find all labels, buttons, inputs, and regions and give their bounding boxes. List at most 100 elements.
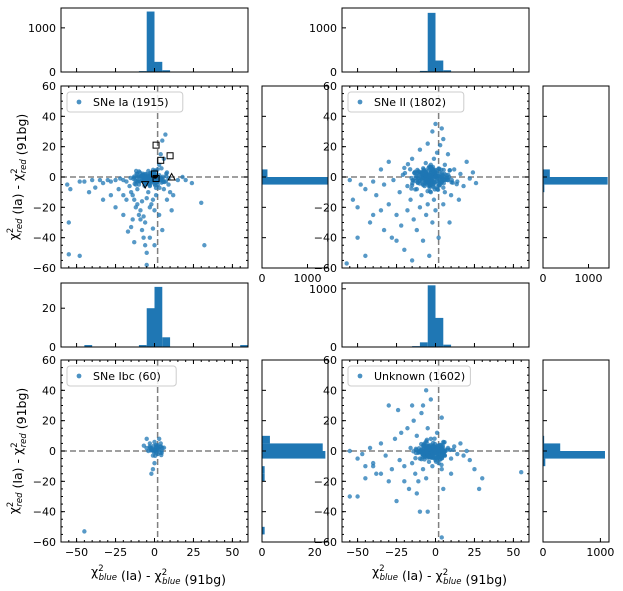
histogram-bar xyxy=(419,70,428,72)
histogram-bar xyxy=(262,443,323,451)
data-point xyxy=(127,183,132,189)
y-tick-label: −40 xyxy=(33,232,56,245)
data-point xyxy=(397,189,402,195)
data-point xyxy=(121,193,126,198)
data-point xyxy=(152,208,157,213)
data-point xyxy=(437,442,443,448)
data-point xyxy=(464,159,469,165)
data-point xyxy=(417,456,423,461)
data-point xyxy=(445,152,451,157)
data-point xyxy=(150,197,156,202)
panel-2: −60 −40 −20 0 20 40 60 SNe II (1802) 0 1000 0 1000 xyxy=(309,7,610,285)
data-point xyxy=(138,208,143,213)
x-tick-label: −25 xyxy=(104,546,127,559)
histogram-bar xyxy=(262,169,268,177)
data-point xyxy=(132,240,137,245)
data-point xyxy=(455,451,460,457)
histogram-bar xyxy=(262,451,326,459)
data-point xyxy=(121,212,126,218)
data-point xyxy=(347,494,352,499)
data-point xyxy=(458,441,463,446)
legend-marker xyxy=(357,99,363,105)
data-point xyxy=(399,430,404,435)
data-point xyxy=(425,426,430,431)
histogram-bar xyxy=(154,286,163,347)
data-point xyxy=(423,476,429,481)
data-point xyxy=(133,182,138,187)
data-point xyxy=(467,457,472,463)
data-point-core xyxy=(444,172,449,178)
data-point xyxy=(149,471,154,476)
data-point xyxy=(405,208,410,213)
legend-marker xyxy=(76,373,82,379)
data-point xyxy=(439,415,444,420)
x-tick-label: −25 xyxy=(385,546,408,559)
right-histogram: 0 1000 xyxy=(540,359,614,559)
data-point xyxy=(408,445,413,451)
legend-box xyxy=(347,91,465,113)
data-point-core xyxy=(424,449,429,455)
x-tick-label: 25 xyxy=(186,546,200,559)
data-point xyxy=(411,217,416,222)
data-point-core xyxy=(417,181,423,186)
data-point xyxy=(139,227,145,233)
data-point xyxy=(467,176,472,181)
data-point xyxy=(470,170,476,175)
data-point xyxy=(360,451,365,457)
histogram-bar xyxy=(427,12,436,73)
data-point xyxy=(100,197,106,202)
data-point xyxy=(370,179,376,184)
data-point xyxy=(199,200,204,205)
y-tick-label: 20 xyxy=(323,141,337,154)
data-point xyxy=(402,247,407,252)
histogram-bar xyxy=(262,177,328,185)
scatter-area xyxy=(342,86,529,268)
data-point xyxy=(132,197,137,202)
data-point-core xyxy=(159,166,164,171)
panel-4: −50 −25 0 25 50 −60 −40 −20 0 20 40 60 Unknown (1602… xyxy=(309,282,614,559)
data-point xyxy=(89,177,95,183)
right-hist-x-tick-label: 0 xyxy=(540,546,547,559)
data-point xyxy=(166,182,171,187)
data-point xyxy=(458,171,463,177)
histogram-bar xyxy=(262,435,270,444)
x-axis-label-text: χ2 blue (Ia) - χ2 blue (91bg) xyxy=(91,564,226,587)
data-point xyxy=(344,261,349,266)
data-point-core xyxy=(143,171,148,177)
y-tick-label: −60 xyxy=(314,262,337,275)
data-point xyxy=(394,498,399,504)
right-hist-x-tick-label: 1000 xyxy=(294,272,322,285)
top-hist-y-tick-label: 0 xyxy=(330,341,337,354)
top-hist-y-tick-label: 0 xyxy=(330,66,337,79)
data-point xyxy=(427,253,432,259)
data-point xyxy=(370,212,376,218)
scatter-area xyxy=(61,86,248,268)
data-point xyxy=(428,189,434,195)
data-point xyxy=(158,152,163,157)
data-point xyxy=(147,444,153,449)
data-point xyxy=(441,202,446,207)
data-point xyxy=(374,193,379,198)
y-tick-label: 60 xyxy=(323,354,337,367)
data-point xyxy=(138,217,143,222)
data-point xyxy=(124,197,129,202)
data-point xyxy=(455,179,460,184)
data-point xyxy=(430,129,435,134)
y-tick-label: −20 xyxy=(314,201,337,214)
data-point xyxy=(378,167,384,172)
right-histogram: 0 1000 xyxy=(259,85,329,285)
data-point xyxy=(142,220,148,225)
right-hist-x-tick-label: 0 xyxy=(259,272,266,285)
y-tick-label: −20 xyxy=(314,475,337,488)
data-point xyxy=(149,202,154,207)
histogram-bar xyxy=(443,344,452,347)
data-point xyxy=(160,138,165,143)
y-axis-label: χ2red (Ia) - χ2red (91bg) xyxy=(6,114,29,241)
data-point xyxy=(175,177,181,183)
data-point xyxy=(430,463,435,469)
y-tick-label: 0 xyxy=(330,171,337,184)
data-point-core xyxy=(419,441,424,447)
data-point-core xyxy=(405,161,411,167)
data-point xyxy=(386,202,391,207)
right-histogram: 0 20 xyxy=(259,359,329,559)
